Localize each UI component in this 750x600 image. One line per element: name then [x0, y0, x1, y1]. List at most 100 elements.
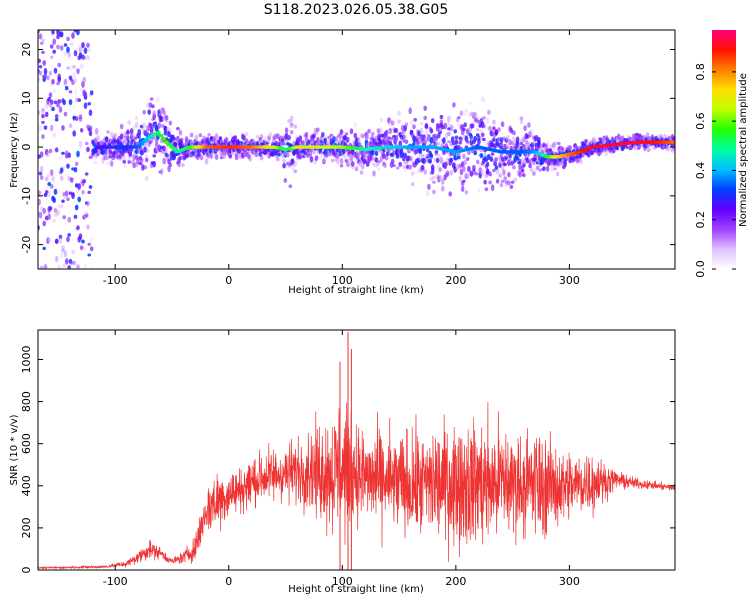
spectrogram-cell [48, 206, 53, 211]
spectrogram-cell [79, 63, 84, 69]
spectrogram-cell [79, 128, 84, 133]
spectrogram-cell [48, 148, 53, 154]
spectrogram-cell [141, 164, 145, 171]
spectrogram-cell [564, 157, 569, 161]
spectrogram-cell [81, 42, 85, 49]
spectrogram-cell [449, 124, 454, 132]
spectrogram-cell [181, 163, 185, 167]
spectrogram-cell [143, 165, 148, 170]
spectrogram-cell [503, 176, 507, 181]
spectrogram-ridge-cell [166, 142, 172, 147]
spectrogram-cell [633, 144, 637, 150]
spectrogram-cell [137, 129, 141, 136]
snr-x-ticks: -100 0 100 200 300 [103, 330, 580, 588]
spectrogram-cell [42, 60, 46, 66]
spectrogram-cell [67, 265, 71, 269]
spectrogram-cell [266, 140, 270, 145]
spectrogram-cell [363, 159, 368, 164]
spectrogram-cell [129, 127, 134, 135]
spectrogram-cell [82, 55, 86, 60]
spectrogram-cell [377, 128, 381, 134]
spectrogram-cell [144, 175, 149, 182]
spectrogram-cell [49, 124, 54, 132]
spectrogram-cell [66, 36, 70, 42]
spectrogram-cell [529, 129, 534, 136]
spectrogram-x-tick-label: 0 [225, 274, 232, 287]
spectrogram-cell [470, 111, 475, 117]
spectrogram-cell [152, 154, 156, 158]
spectrogram-cell [429, 153, 434, 159]
colorbar-tick-label: 0.2 [694, 211, 707, 229]
spectrogram-cell [349, 128, 354, 135]
spectrogram-cell [276, 133, 280, 139]
spectrogram-cell [81, 239, 85, 244]
spectrogram-cell [133, 136, 138, 141]
spectrogram-x-tick-label: 100 [332, 274, 353, 287]
spectrogram-cell [281, 138, 285, 143]
spectrogram-cell [119, 133, 124, 140]
spectrogram-x-tick-label: -100 [103, 274, 128, 287]
spectrogram-cell [173, 142, 178, 148]
spectrogram-cell [151, 104, 155, 109]
spectrogram-cell [494, 130, 499, 136]
spectrogram-cell [38, 198, 41, 206]
spectrogram-cell [336, 158, 340, 165]
colorbar-tick-label: 0.6 [694, 112, 707, 130]
spectrogram-cell [286, 152, 290, 158]
spectrogram-cell [447, 115, 451, 123]
spectrogram-cell [413, 118, 418, 122]
spectrogram-cell [510, 141, 515, 146]
spectrogram-cell [73, 88, 78, 95]
spectrogram-cell [234, 155, 239, 160]
spectrogram-cell [168, 162, 173, 168]
spectrogram-cell [377, 167, 381, 171]
spectrogram-cell [440, 185, 445, 192]
spectrogram-cell [293, 169, 298, 174]
spectrogram-cell [563, 160, 567, 168]
spectrogram-cell [51, 79, 55, 85]
spectrogram-cell [469, 134, 474, 140]
spectrogram-cell [82, 247, 86, 251]
spectrogram-cell [518, 163, 522, 171]
spectrogram-cell [477, 138, 481, 145]
spectrogram-cell [56, 102, 60, 108]
spectrogram-y-tick-label: -20 [20, 236, 33, 254]
spectrogram-cell [59, 45, 64, 51]
spectrogram-cell [268, 131, 273, 138]
spectrogram-cell [463, 122, 468, 128]
spectrogram-cell [463, 159, 468, 165]
spectrogram-cell [492, 126, 496, 130]
spectrogram-cell [544, 143, 549, 148]
spectrogram-cell [427, 134, 431, 138]
spectrogram-cell [428, 158, 433, 164]
spectrogram-cell [298, 135, 303, 143]
spectrogram-cell [44, 176, 49, 182]
spectrogram-cell [87, 190, 91, 194]
spectrogram-cell [199, 154, 204, 161]
spectrogram-cell [39, 151, 44, 158]
spectrogram-cell [412, 124, 416, 130]
spectrogram-cell [438, 127, 443, 132]
spectrogram-cell [420, 154, 425, 158]
spectrogram-cell [293, 161, 298, 168]
spectrogram-cell [503, 162, 507, 167]
spectrogram-cell [499, 142, 504, 148]
spectrogram-cell [408, 107, 413, 115]
spectrogram-cell [176, 127, 180, 131]
spectrogram-cell [523, 125, 527, 132]
spectrogram-cell [346, 136, 350, 143]
spectrogram-cell [52, 218, 56, 223]
spectrogram-cell [351, 161, 355, 167]
spectrogram-cell [242, 134, 246, 141]
spectrogram-cell [523, 145, 527, 150]
spectrogram-cell [127, 160, 131, 164]
spectrogram-cell [59, 204, 64, 208]
spectrogram-cell [283, 151, 288, 158]
spectrogram-cell [437, 141, 441, 146]
spectrogram-cell [79, 245, 84, 251]
spectrogram-cell [480, 169, 485, 176]
spectrogram-cell [482, 124, 486, 129]
spectrogram-cell [510, 161, 515, 165]
spectrogram-cell [434, 152, 439, 156]
spectrogram-cell [38, 190, 41, 196]
